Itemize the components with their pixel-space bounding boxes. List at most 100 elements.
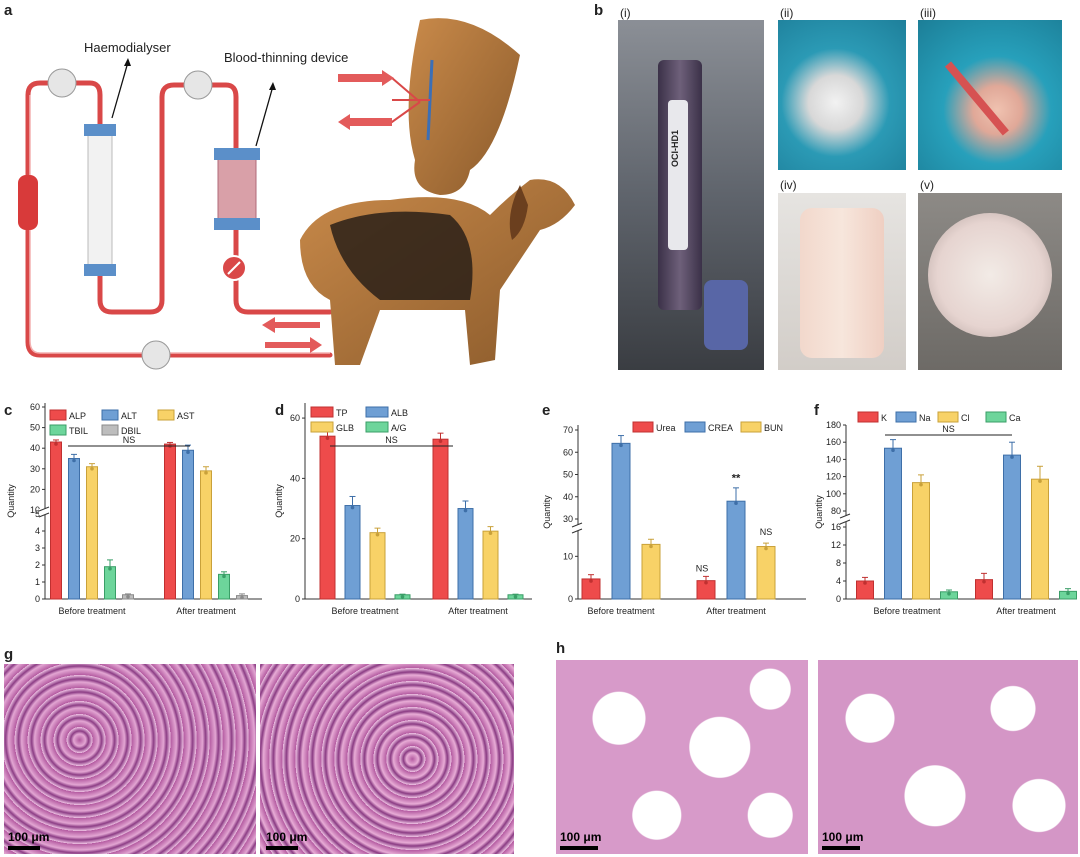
panel-label-h: h — [556, 640, 566, 657]
device-label-text: OCI-HD1 — [670, 130, 680, 168]
data-point — [400, 594, 405, 599]
scale-label-h1: 100 μm — [560, 830, 602, 844]
blood-thinning-device-label: Blood-thinning device — [224, 50, 349, 65]
y-tick-label: 40 — [290, 473, 300, 483]
panel-label-f: f — [814, 402, 819, 419]
legend-swatch — [895, 411, 917, 423]
y-tick-label: 16 — [831, 522, 841, 532]
data-point — [619, 443, 623, 448]
data-point — [108, 566, 112, 571]
data-point — [982, 579, 986, 584]
photo-dish-contents — [918, 193, 1062, 370]
legend-label: ALP — [69, 411, 86, 421]
legend-swatch — [985, 411, 1007, 423]
chart-c-liver-function: 0 1 2 3 4 510 20 30 40 50 60 Quantity Before treatme… — [6, 402, 264, 616]
legend-label: AST — [177, 411, 195, 421]
data-point — [764, 546, 768, 551]
legend-swatch — [49, 409, 67, 421]
y-tick-label: 60 — [563, 447, 573, 457]
data-point — [1038, 479, 1042, 483]
bar-bun — [641, 543, 661, 600]
arrow-draw-icon — [265, 337, 322, 353]
bar-na — [1003, 454, 1021, 600]
bar-alp — [164, 443, 176, 600]
y-tick-label: 70 — [563, 425, 573, 435]
scale-label-h2: 100 μm — [822, 830, 864, 844]
blood-thinning-device-icon — [214, 148, 260, 230]
arrow-out-icon — [338, 114, 392, 130]
significance-label: NS — [760, 527, 773, 537]
data-point — [863, 581, 867, 585]
beagle-illustration — [300, 179, 575, 365]
x-tick-label: After treatment — [706, 606, 766, 616]
y-tick-label: 100 — [826, 489, 841, 499]
scale-bar-h2 — [822, 846, 860, 850]
legend-swatch — [365, 406, 389, 418]
axis-break-mark — [38, 512, 50, 518]
panel-label-a: a — [4, 2, 13, 19]
bar-cl — [912, 482, 930, 600]
bar-tbil — [104, 566, 116, 600]
bar-ast — [86, 466, 98, 600]
legend-swatch — [310, 421, 334, 433]
legend-swatch — [684, 421, 706, 433]
axis-break-gap — [840, 516, 1074, 522]
data-point — [325, 436, 330, 440]
lung-histology-after — [818, 660, 1078, 854]
y-axis-title: Quantity — [814, 495, 824, 529]
y-tick-label: 180 — [826, 420, 841, 430]
bar-cl — [1031, 478, 1049, 600]
scale-label-g2: 100 μm — [266, 830, 308, 844]
leg-inset-illustration — [408, 18, 520, 195]
data-point — [919, 482, 923, 487]
legend-swatch — [49, 424, 67, 436]
axis-break-gap — [39, 509, 264, 515]
photo-label-i: (i) — [620, 6, 631, 20]
y-tick-label: 50 — [563, 470, 573, 480]
bar-alt — [182, 449, 194, 600]
y-tick-label: 30 — [563, 514, 573, 524]
blood-bag — [18, 175, 38, 230]
data-point — [463, 508, 468, 513]
scale-bar-g1 — [8, 846, 40, 850]
x-tick-label: Before treatment — [587, 606, 655, 616]
x-tick-label: After treatment — [996, 606, 1056, 616]
y-axis-title: Quantity — [6, 484, 16, 518]
bar-glb — [482, 530, 499, 600]
bar-alp — [50, 441, 62, 600]
y-tick-label: 80 — [831, 506, 841, 516]
significance-label: NS — [385, 435, 398, 445]
legend-swatch — [937, 411, 959, 423]
y-tick-label: 10 — [563, 551, 573, 561]
bar-crea — [726, 500, 746, 600]
data-point — [734, 501, 738, 505]
legend-swatch — [857, 411, 879, 423]
significance-label: NS — [942, 424, 955, 434]
y-tick-label: 40 — [30, 443, 40, 453]
data-point — [186, 450, 190, 455]
bar-k — [975, 579, 993, 600]
panel-label-g: g — [4, 646, 14, 663]
legend-label: Urea — [656, 423, 676, 433]
axis-break-mark — [571, 528, 583, 534]
bar-bun — [756, 546, 776, 600]
lung-histology-before — [556, 660, 808, 854]
legend-swatch — [365, 421, 389, 433]
data-point — [72, 458, 76, 463]
y-tick-label: 12 — [831, 540, 841, 550]
data-point — [438, 439, 443, 443]
scale-bar-h1 — [560, 846, 598, 850]
arrow-in-icon — [338, 70, 394, 86]
x-tick-label: Before treatment — [331, 606, 399, 616]
scale-label-g1: 100 μm — [8, 830, 50, 844]
y-tick-label: 0 — [295, 594, 300, 604]
bar-alb — [344, 505, 361, 600]
y-tick-label: 20 — [30, 484, 40, 494]
data-point — [704, 580, 708, 585]
photo-device-setup: OCI-HD1 — [618, 20, 764, 370]
y-tick-label: 8 — [836, 558, 841, 568]
data-point — [54, 442, 58, 446]
legend-label: TP — [336, 408, 348, 418]
data-point — [240, 595, 244, 600]
data-point — [649, 544, 653, 549]
